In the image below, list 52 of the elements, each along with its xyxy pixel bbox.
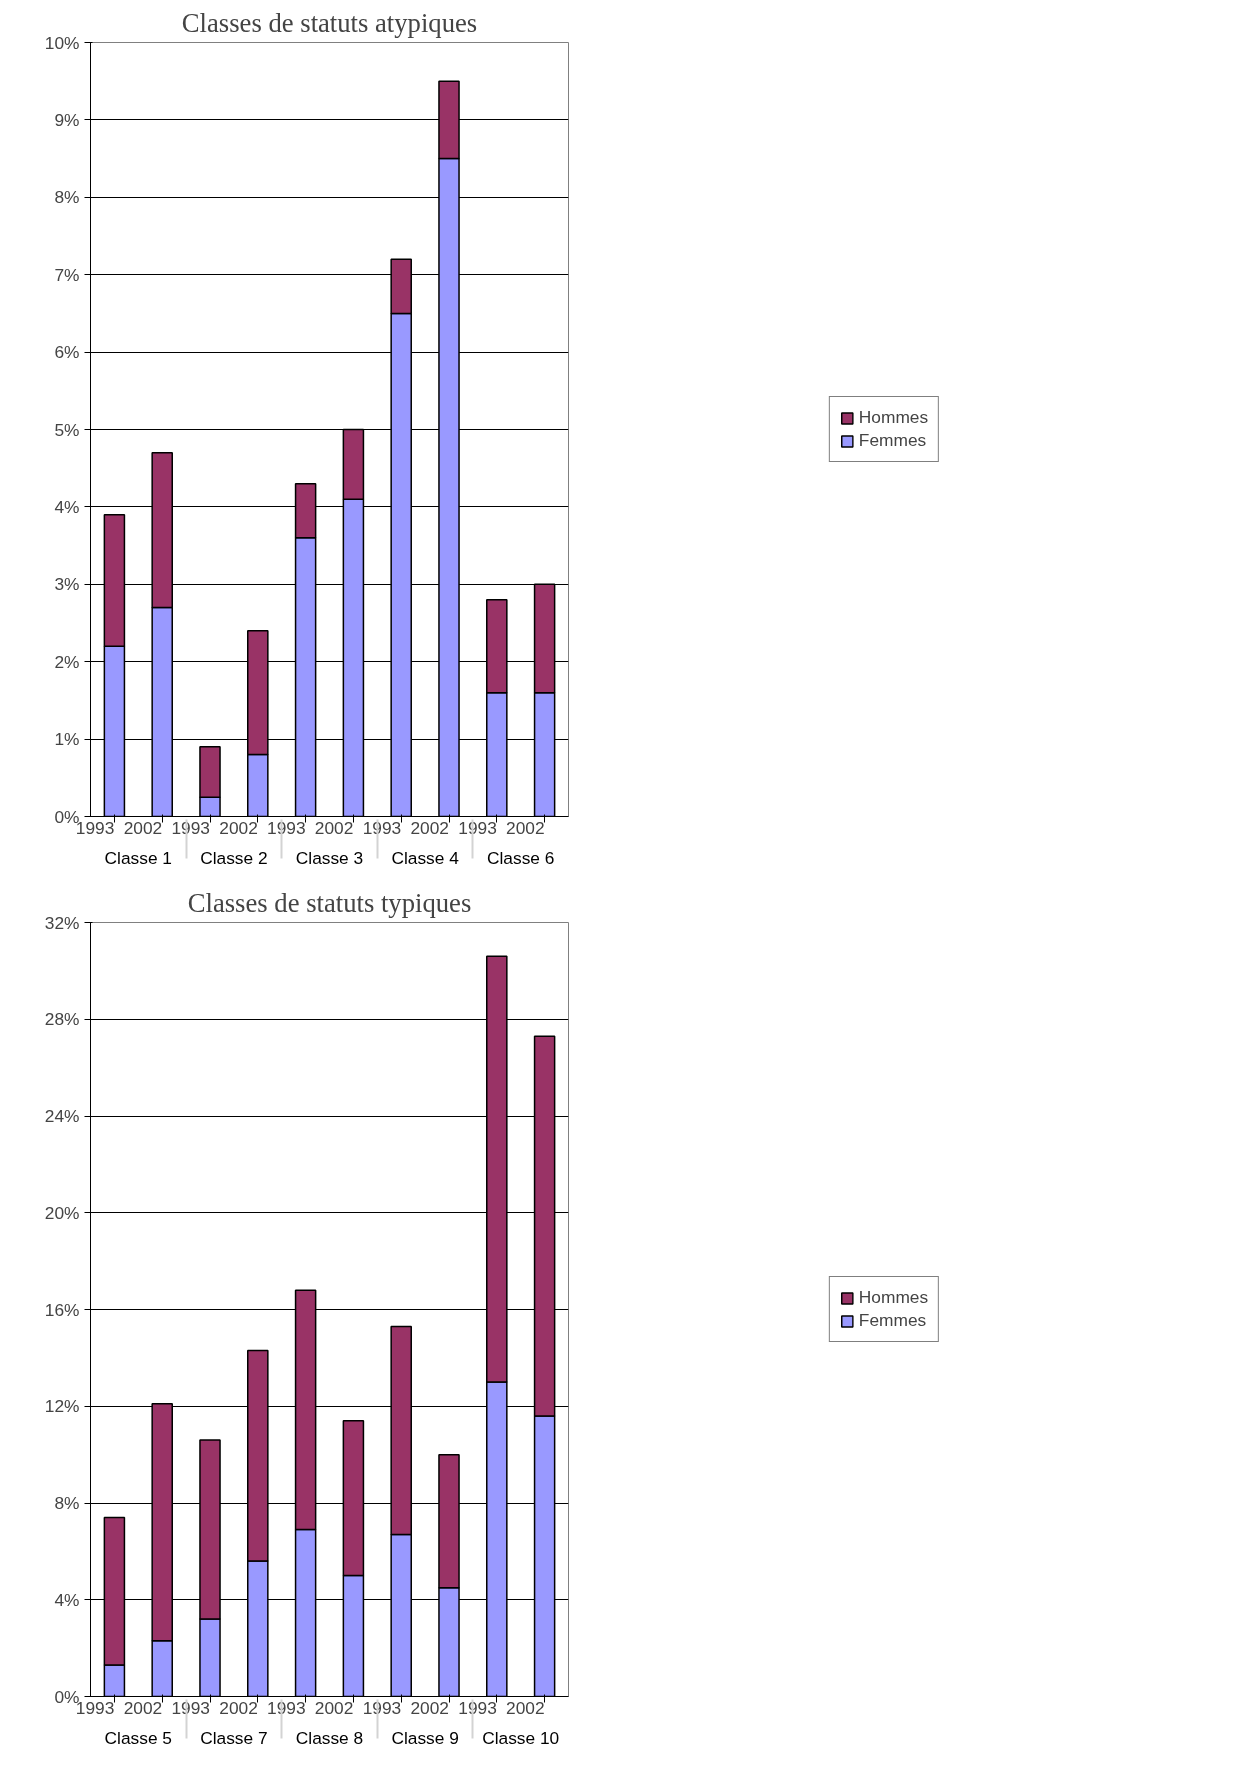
text: Classe 4 — [391, 847, 460, 868]
y-tick-label: 9% — [54, 109, 80, 130]
y-tick-label: 8% — [54, 187, 80, 208]
y-tick-label: 5% — [54, 419, 80, 440]
text: Classe 9 — [391, 1727, 459, 1748]
x-tick-label: 2002 — [123, 817, 163, 838]
x-tick-label: 2002 — [219, 817, 258, 838]
text: Classe 7 — [200, 1727, 268, 1748]
y-tick-label: 7% — [54, 264, 80, 285]
legend-label: Femmes — [858, 430, 927, 451]
chart-title: Classes de statuts atypiques — [181, 7, 478, 38]
y-tick-label: 3% — [54, 574, 80, 595]
y-tick-label: 1% — [54, 729, 80, 750]
y-tick-label: 32% — [44, 912, 80, 933]
y-tick-label: 10% — [44, 32, 80, 53]
x-tick-label: 1993 — [267, 817, 306, 838]
x-tick-label: 1993 — [362, 817, 402, 838]
x-tick-label: 2002 — [314, 817, 354, 838]
x-tick-label: 2002 — [410, 817, 450, 838]
x-tick-label: 1993 — [171, 1697, 211, 1718]
x-tick-label: 1993 — [458, 817, 497, 838]
y-tick-label: 6% — [54, 342, 80, 363]
text: Classe 6 — [486, 847, 555, 868]
text: Classe 10 — [482, 1727, 560, 1748]
x-tick-label: 1993 — [362, 1697, 402, 1718]
legend-label: Femmes — [858, 1310, 927, 1331]
x-tick-label: 2002 — [410, 1697, 450, 1718]
y-tick-label: 16% — [44, 1299, 80, 1320]
x-tick-label: 2002 — [314, 1697, 354, 1718]
legend-label: Hommes — [858, 407, 929, 428]
text: Classe 1 — [104, 847, 173, 868]
x-tick-label: 1993 — [267, 1697, 306, 1718]
x-tick-label: 2002 — [506, 817, 545, 838]
y-tick-label: 4% — [54, 496, 80, 517]
x-tick-label: 2002 — [123, 1697, 163, 1718]
x-tick-label: 1993 — [458, 1697, 497, 1718]
legend-label: Hommes — [858, 1287, 929, 1308]
text: Classe 5 — [104, 1727, 173, 1748]
text: Classe 8 — [295, 1727, 364, 1748]
x-tick-label: 2002 — [506, 1697, 545, 1718]
y-tick-label: 2% — [54, 651, 80, 672]
y-tick-label: 20% — [44, 1202, 80, 1223]
y-tick-label: 24% — [44, 1106, 80, 1126]
y-tick-label: 8% — [54, 1493, 80, 1513]
x-tick-label: 1993 — [171, 817, 211, 838]
text: Classe 3 — [295, 847, 364, 868]
y-tick-label: 4% — [54, 1589, 80, 1610]
chart-title: Classes de statuts typiques — [187, 887, 472, 918]
text: Classe 2 — [200, 847, 268, 868]
x-tick-label: 2002 — [219, 1697, 258, 1718]
y-tick-label: 28% — [44, 1009, 80, 1030]
y-tick-label: 12% — [44, 1396, 80, 1417]
